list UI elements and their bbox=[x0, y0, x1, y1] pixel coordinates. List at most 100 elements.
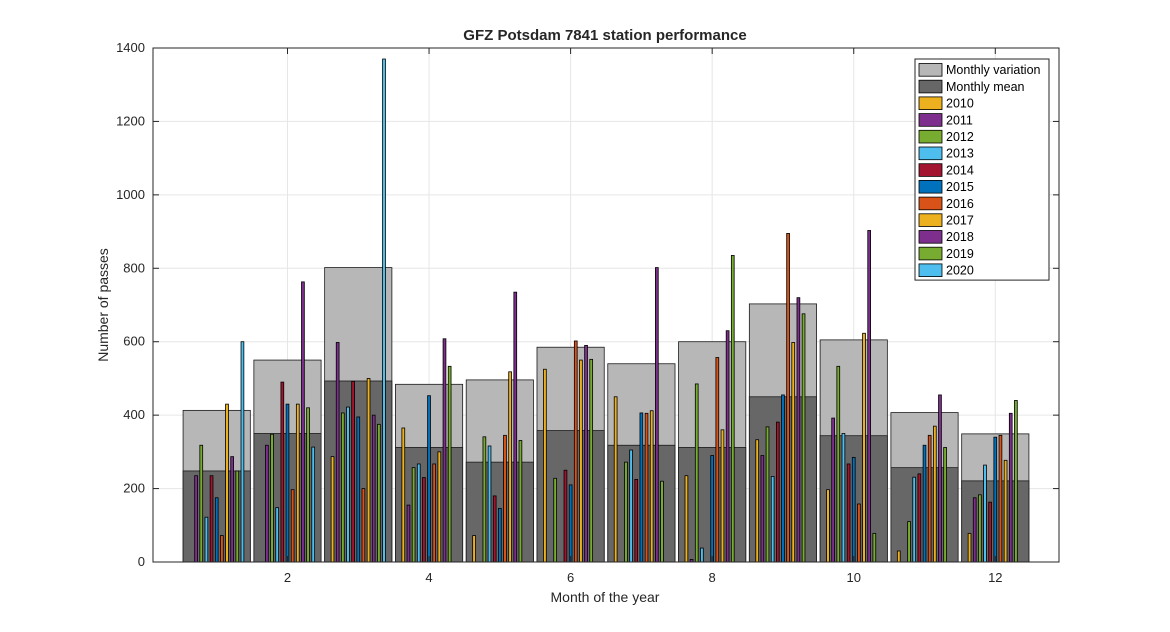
bar-2020-month-1 bbox=[240, 341, 245, 563]
bar-2012-month-2 bbox=[270, 433, 274, 563]
bar-2019-month-9 bbox=[801, 313, 806, 563]
legend-label-2018: 2018 bbox=[946, 230, 974, 244]
bar-2010-month-10 bbox=[826, 489, 830, 563]
bar-2018-month-5 bbox=[513, 291, 518, 563]
bar-2011-month-3 bbox=[335, 342, 340, 563]
x-tick-label-12: 12 bbox=[988, 570, 1002, 585]
bar-2018-month-8 bbox=[725, 330, 730, 563]
legend-label-2012: 2012 bbox=[946, 130, 974, 144]
bar-2015-month-6 bbox=[568, 484, 573, 563]
legend-swatch-2019 bbox=[918, 246, 943, 261]
bar-2014-month-9 bbox=[775, 421, 780, 563]
legend-swatch-2010 bbox=[918, 96, 943, 111]
bar-2015-month-5 bbox=[498, 507, 502, 563]
bar-2010-month-12 bbox=[967, 532, 972, 563]
bar-2017-month-12 bbox=[1003, 459, 1008, 563]
bar-2018-month-1 bbox=[230, 456, 234, 563]
x-axis-label: Month of the year bbox=[551, 589, 660, 605]
bar-2018-month-9 bbox=[796, 297, 801, 563]
bar-2015-month-9 bbox=[781, 394, 785, 563]
bar-2010-month-11 bbox=[896, 550, 901, 563]
bar-2016-month-6 bbox=[573, 340, 578, 563]
x-tick-label-6: 6 bbox=[567, 570, 574, 585]
bar-2018-month-6 bbox=[584, 344, 588, 563]
bar-2011-month-4 bbox=[406, 504, 411, 563]
legend-swatch-2012 bbox=[918, 129, 943, 144]
bar-2019-month-6 bbox=[589, 358, 594, 563]
bar-2019-month-1 bbox=[235, 470, 240, 563]
legend-label-2013: 2013 bbox=[946, 147, 974, 161]
bar-2016-month-9 bbox=[786, 233, 790, 563]
bar-2011-month-2 bbox=[265, 444, 269, 563]
plot-area-frame bbox=[152, 47, 1060, 563]
bar-2018-month-11 bbox=[938, 394, 942, 563]
bar-2010-month-6 bbox=[543, 368, 547, 563]
legend-label-2015: 2015 bbox=[946, 180, 974, 194]
bar-2019-month-12 bbox=[1014, 400, 1018, 563]
bar-2018-month-3 bbox=[371, 414, 376, 563]
legend-label-2016: 2016 bbox=[946, 197, 974, 211]
bar-2010-month-5 bbox=[472, 535, 476, 563]
bar-2013-month-5 bbox=[487, 445, 492, 563]
legend-swatch-monthly-variation bbox=[918, 63, 943, 77]
bar-2015-month-4 bbox=[427, 395, 431, 563]
bar-2018-month-10 bbox=[867, 230, 871, 563]
bar-2012-month-12 bbox=[978, 494, 982, 563]
bar-2011-month-12 bbox=[972, 497, 977, 563]
y-tick-label-0: 0 bbox=[138, 554, 145, 569]
bar-2013-month-2 bbox=[275, 507, 280, 563]
bar-2017-month-1 bbox=[225, 403, 229, 563]
legend-swatch-2014 bbox=[918, 163, 943, 177]
bar-2013-month-12 bbox=[983, 464, 987, 563]
bar-2017-month-9 bbox=[791, 342, 796, 563]
bar-2015-month-1 bbox=[214, 497, 219, 563]
bar-2017-month-5 bbox=[508, 371, 512, 563]
bar-2010-month-7 bbox=[613, 396, 618, 563]
bar-2016-month-1 bbox=[220, 535, 224, 563]
legend-label-2011: 2011 bbox=[946, 113, 973, 127]
y-tick-label-1400: 1400 bbox=[116, 40, 145, 55]
bar-2019-month-8 bbox=[730, 255, 735, 563]
bar-2013-month-7 bbox=[629, 449, 633, 563]
bar-2018-month-2 bbox=[301, 281, 305, 563]
bar-2011-month-10 bbox=[831, 417, 835, 563]
legend-label-2019: 2019 bbox=[946, 247, 974, 261]
x-tick-label-10: 10 bbox=[847, 570, 861, 585]
bar-2016-month-2 bbox=[290, 489, 295, 563]
y-axis-label: Number of passes bbox=[95, 248, 111, 362]
legend-label-2010: 2010 bbox=[946, 97, 974, 111]
bar-2015-month-8 bbox=[710, 455, 714, 563]
bar-2017-month-11 bbox=[932, 425, 937, 563]
bar-2015-month-10 bbox=[851, 456, 856, 563]
bar-2019-month-4 bbox=[447, 365, 452, 563]
bar-2012-month-3 bbox=[341, 412, 345, 563]
bar-2017-month-10 bbox=[862, 332, 866, 563]
bar-2017-month-3 bbox=[366, 378, 371, 563]
legend-swatch-2020 bbox=[918, 263, 943, 277]
bar-2014-month-3 bbox=[351, 380, 355, 563]
bar-2018-month-12 bbox=[1008, 412, 1013, 563]
x-tick-label-4: 4 bbox=[425, 570, 432, 585]
bar-2018-month-4 bbox=[442, 338, 447, 563]
bar-2019-month-5 bbox=[518, 440, 523, 563]
bar-2013-month-4 bbox=[416, 463, 421, 563]
bar-2013-month-3 bbox=[346, 406, 350, 563]
bar-2013-month-8 bbox=[700, 547, 704, 563]
bar-2019-month-3 bbox=[377, 423, 381, 563]
bar-2013-month-1 bbox=[204, 516, 209, 563]
bar-2017-month-2 bbox=[295, 403, 300, 563]
legend-swatch-2015 bbox=[918, 179, 943, 194]
bar-2014-month-6 bbox=[563, 469, 568, 563]
bar-2012-month-7 bbox=[624, 461, 628, 563]
bar-2019-month-2 bbox=[306, 407, 310, 563]
legend-label-2017: 2017 bbox=[946, 214, 974, 228]
y-tick-label-800: 800 bbox=[123, 260, 145, 275]
bar-2016-month-7 bbox=[644, 412, 649, 563]
bar-2011-month-9 bbox=[760, 455, 765, 563]
legend-swatch-2013 bbox=[918, 146, 943, 161]
bar-2012-month-5 bbox=[482, 436, 487, 563]
bar-2015-month-7 bbox=[639, 412, 644, 563]
legend-swatch-2018 bbox=[918, 230, 943, 244]
bar-2014-month-5 bbox=[492, 495, 497, 563]
bar-2015-month-11 bbox=[922, 444, 927, 563]
